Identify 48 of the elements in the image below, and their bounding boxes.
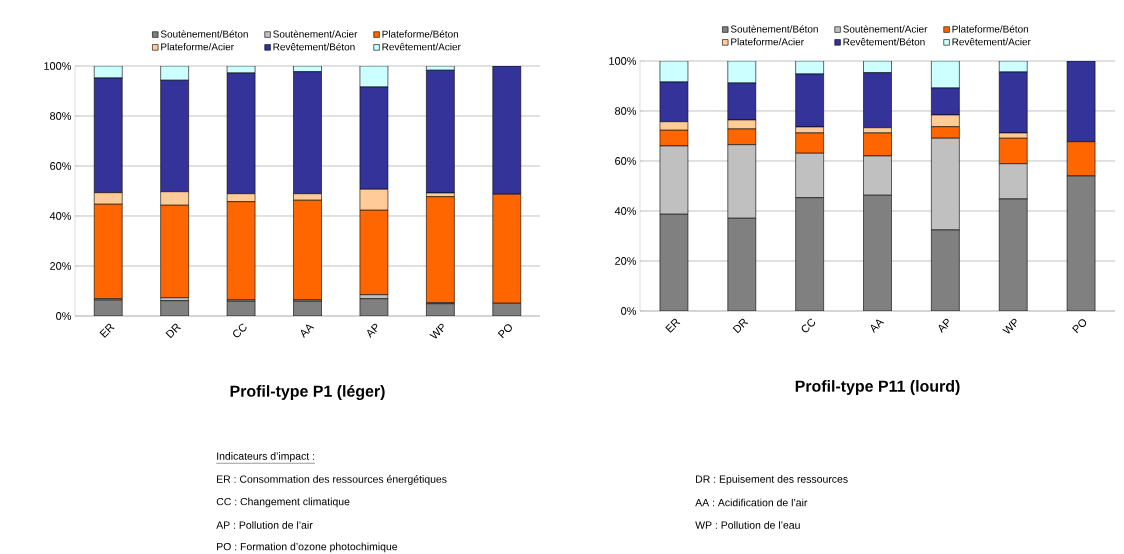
y-tick-label: 0%: [621, 307, 637, 315]
text: Indicateurs d’impact :: [217, 452, 315, 462]
x-tick-label: DR: [165, 323, 182, 339]
y-tick-label: 20%: [50, 262, 72, 270]
text: DR : Epuisement des ressources: [696, 475, 848, 485]
text: WP : Pollution de l’eau: [695, 521, 800, 529]
x-tick-label: AA: [300, 324, 315, 339]
text: CC : Changement climatique: [216, 497, 350, 508]
text: PO : Formation d’ozone photochimique: [217, 542, 398, 553]
x-tick-label: ER: [665, 318, 681, 333]
x-tick-label: DR: [732, 318, 749, 334]
legend-label: Revêtement/Acier: [952, 38, 1031, 46]
text: Profil-type P1 (léger): [230, 384, 385, 401]
y-tick-label: 0%: [56, 312, 72, 320]
x-tick-label: AP: [367, 323, 378, 339]
x-tick-label: AP: [938, 318, 949, 334]
x-tick-label: WP: [429, 323, 444, 339]
x-tick-label: CC: [233, 323, 247, 338]
x-tick-label: ER: [99, 323, 115, 338]
x-tick-label: AA: [870, 319, 885, 334]
legend-label: Plateforme/Béton: [952, 25, 1029, 33]
y-tick-label: 100%: [609, 57, 637, 65]
x-tick-label: WP: [1002, 318, 1017, 334]
y-tick-label: 60%: [50, 162, 72, 170]
text: AP : Pollution de l’air: [216, 521, 313, 529]
legend-label: Soutènement/Béton: [160, 30, 248, 38]
legend-label: Revêtement/Béton: [273, 42, 355, 51]
legend-label: Soutènement/Acier: [843, 25, 928, 33]
legend-label: Plateforme/Béton: [382, 30, 459, 38]
legend-label: Soutènement/Béton: [730, 25, 818, 33]
text: AA : Acidification de l’air: [695, 498, 808, 507]
text: Profil-type P11 (lourd): [795, 380, 960, 395]
y-tick-label: 60%: [615, 157, 637, 165]
y-tick-label: 20%: [615, 257, 637, 265]
legend-label: Soutènement/Acier: [273, 30, 358, 38]
y-tick-label: 40%: [49, 212, 72, 220]
x-tick-label: PO: [497, 324, 512, 339]
legend-label: Plateforme/Acier: [731, 38, 804, 46]
text: ER : Consommation des ressources énergétiques: [217, 475, 447, 485]
y-tick-label: 100%: [44, 62, 72, 70]
y-tick-label: 80%: [50, 112, 72, 120]
legend-label: Plateforme/Acier: [161, 43, 234, 51]
legend-label: Revêtement/Béton: [843, 37, 925, 46]
x-tick-label: CC: [801, 318, 816, 333]
x-tick-label: PO: [1072, 319, 1087, 334]
y-tick-label: 40%: [614, 207, 637, 215]
legend-label: Revêtement/Acier: [382, 43, 461, 51]
y-tick-label: 80%: [615, 107, 637, 115]
